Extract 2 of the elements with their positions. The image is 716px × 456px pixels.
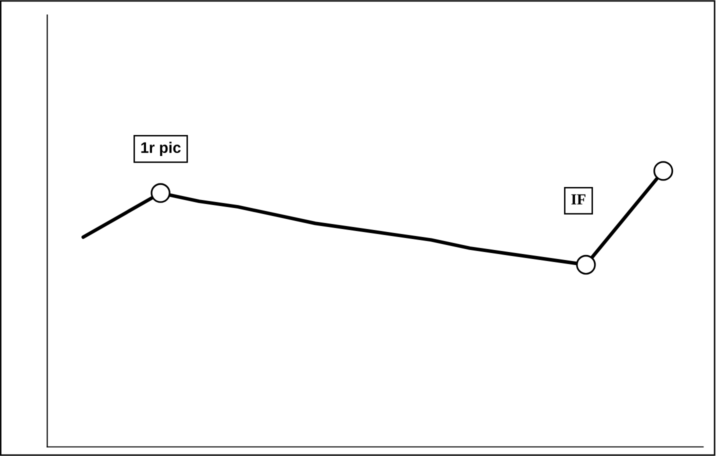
text: 1r pic [141,142,181,156]
annotation: IF [571,194,586,204]
